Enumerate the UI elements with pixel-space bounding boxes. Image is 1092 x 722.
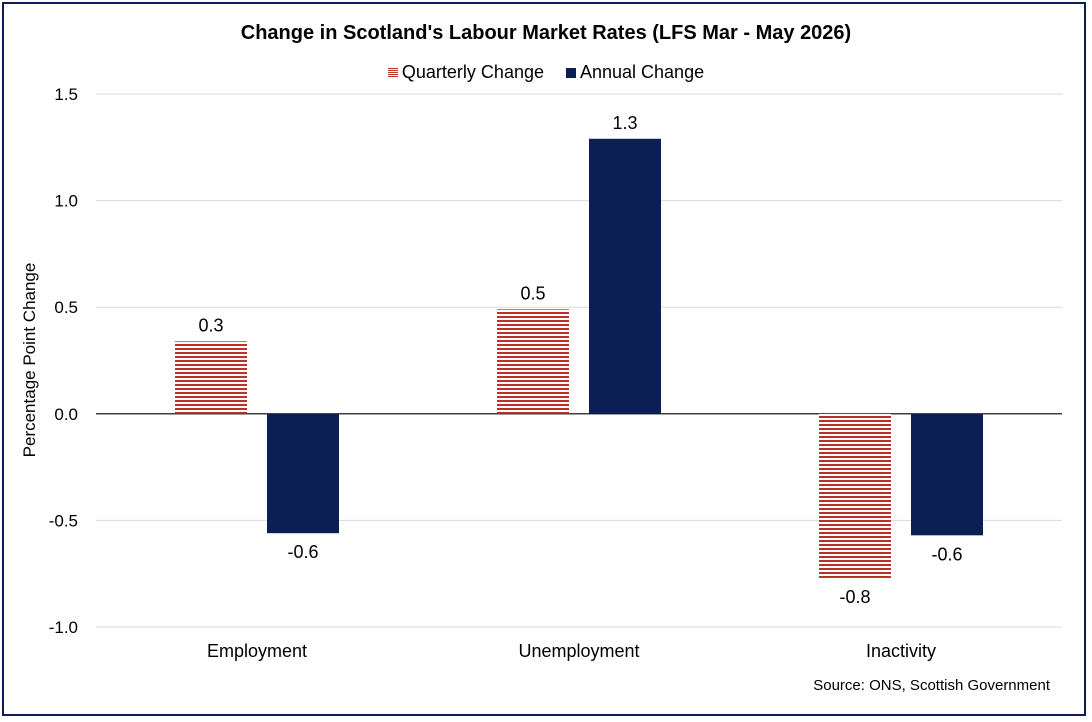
data-label-quarterly: -0.8 <box>839 587 870 607</box>
y-tick-label: -0.5 <box>49 511 78 530</box>
y-tick-label: 0.5 <box>54 298 78 317</box>
y-tick-label: 1.0 <box>54 192 78 211</box>
bar-quarterly <box>175 341 247 414</box>
data-label-annual: -0.6 <box>931 544 962 564</box>
bar-quarterly <box>819 413 891 578</box>
x-tick-label: Employment <box>207 641 307 661</box>
y-tick-label: 1.5 <box>54 85 78 104</box>
legend-label-annual: Annual Change <box>579 62 705 82</box>
legend-item-quarterly: Quarterly Change <box>387 62 544 83</box>
y-tick-label: 0.0 <box>54 405 78 424</box>
data-label-annual: 1.3 <box>612 113 637 133</box>
data-label-quarterly: 0.5 <box>520 283 545 303</box>
chart-title: Change in Scotland's Labour Market Rates… <box>240 22 852 44</box>
bar-annual <box>267 413 339 534</box>
legend-label-quarterly: Quarterly Change <box>401 62 544 82</box>
y-tick-label: -1.0 <box>49 618 78 637</box>
data-label-annual: -0.6 <box>287 542 318 562</box>
bar-annual <box>589 138 661 414</box>
legend-item-annual: Annual Change <box>565 62 705 83</box>
chart-legend: Quarterly Change Annual Change <box>0 62 1092 83</box>
bar-quarterly <box>497 309 569 414</box>
bar-annual <box>911 413 983 536</box>
x-tick-label: Unemployment <box>518 641 639 661</box>
x-tick-label: Inactivity <box>866 641 936 661</box>
data-label-quarterly: 0.3 <box>198 315 223 335</box>
legend-swatch-annual <box>565 67 576 78</box>
source-note: Source: ONS, Scottish Government <box>813 677 1050 694</box>
legend-swatch-quarterly <box>387 67 398 78</box>
